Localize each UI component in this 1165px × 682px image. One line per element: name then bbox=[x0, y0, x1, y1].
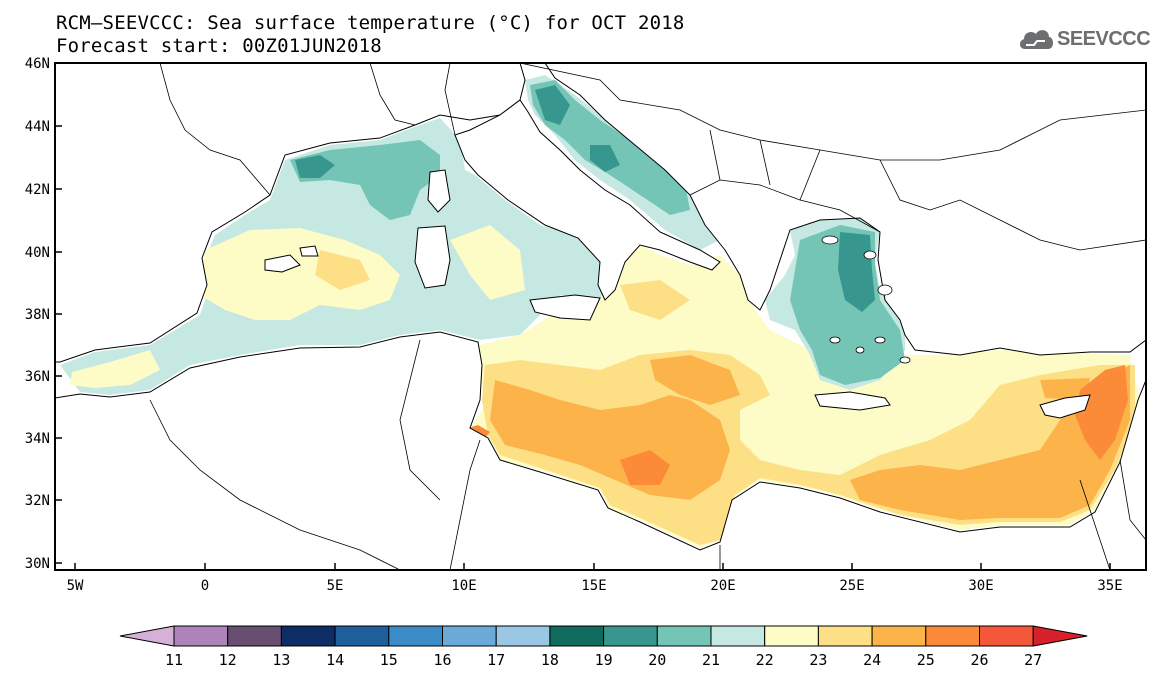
lat-label: 34N bbox=[25, 431, 50, 447]
lat-label: 46N bbox=[25, 56, 50, 72]
colorbar-swatch bbox=[549, 625, 605, 647]
map-frame bbox=[54, 62, 1147, 571]
colorbar-label: 21 bbox=[702, 651, 720, 669]
colorbar-swatch bbox=[710, 625, 766, 647]
chart-title: RCM–SEEVCCC: Sea surface temperature (°C… bbox=[56, 12, 685, 34]
lon-label: 0 bbox=[201, 578, 209, 594]
aegean-islands bbox=[821, 235, 911, 364]
lat-label: 38N bbox=[25, 307, 50, 323]
colorbar-label: 14 bbox=[326, 651, 344, 669]
colorbar-label: 23 bbox=[809, 651, 827, 669]
colorbar-label: 12 bbox=[219, 651, 237, 669]
logo-text: SEEVCCC bbox=[1057, 28, 1151, 50]
lat-label: 44N bbox=[25, 119, 50, 135]
colorbar-label: 19 bbox=[595, 651, 613, 669]
colorbar-label: 20 bbox=[648, 651, 666, 669]
lon-labels: 5W 0 5E 10E 15E 20E 25E 30E 35E bbox=[67, 578, 1123, 594]
lon-label: 30E bbox=[968, 578, 993, 594]
colorbar-label: 15 bbox=[380, 651, 398, 669]
colorbar-label: 17 bbox=[487, 651, 505, 669]
cloud-icon bbox=[1019, 30, 1053, 49]
lat-label: 36N bbox=[25, 369, 50, 385]
lon-label: 35E bbox=[1097, 578, 1122, 594]
seevccc-logo: SEEVCCC bbox=[1017, 24, 1157, 56]
colorbar-label: 27 bbox=[1024, 651, 1042, 669]
colorbar-swatch bbox=[227, 625, 282, 647]
colorbar-label: 24 bbox=[863, 651, 881, 669]
lon-label: 5W bbox=[67, 578, 84, 594]
lon-axis bbox=[74, 563, 1111, 570]
colorbar-label: 11 bbox=[165, 651, 183, 669]
lon-label: 15E bbox=[581, 578, 606, 594]
country-borders bbox=[149, 63, 1146, 570]
lat-label: 40N bbox=[25, 245, 50, 261]
lon-label: 25E bbox=[839, 578, 864, 594]
lat-label: 42N bbox=[25, 182, 50, 198]
lon-label: 20E bbox=[710, 578, 735, 594]
colorbar-swatch bbox=[871, 625, 927, 647]
colorbar-swatch bbox=[280, 625, 336, 647]
colorbar-swatch bbox=[979, 625, 1034, 647]
colorbar-label: 18 bbox=[541, 651, 559, 669]
colorbar-swatch bbox=[603, 625, 658, 647]
lat-label: 32N bbox=[25, 493, 50, 509]
colorbar-swatch bbox=[764, 625, 819, 647]
colorbar-swatch bbox=[173, 625, 229, 647]
colorbar-swatch bbox=[925, 625, 980, 647]
colorbar-swatch bbox=[334, 625, 390, 647]
colorbar: 11 12 13 14 15 16 17 18 19 20 21 22 23 24 25 26 27 bbox=[119, 625, 1088, 669]
colorbar-label: 25 bbox=[917, 651, 935, 669]
colorbar-swatch bbox=[656, 625, 712, 647]
lat-axis bbox=[55, 62, 62, 564]
colorbar-upper-arrow bbox=[1032, 625, 1088, 647]
lon-label: 10E bbox=[451, 578, 476, 594]
colorbar-swatch bbox=[388, 625, 443, 647]
colorbar-label: 13 bbox=[272, 651, 290, 669]
colorbar-swatch bbox=[495, 625, 551, 647]
chart-subtitle: Forecast start: 00Z01JUN2018 bbox=[56, 35, 382, 57]
lon-label: 5E bbox=[327, 578, 344, 594]
land-mass bbox=[55, 63, 1146, 570]
colorbar-label: 22 bbox=[756, 651, 774, 669]
sst-contour-25 bbox=[490, 355, 1130, 520]
colorbar-label: 16 bbox=[433, 651, 451, 669]
colorbar-label: 26 bbox=[970, 651, 988, 669]
lat-labels: 46N 44N 42N 40N 38N 36N 34N 32N 30N bbox=[25, 56, 50, 572]
colorbar-lower-arrow bbox=[119, 625, 175, 647]
colorbar-swatch bbox=[817, 625, 873, 647]
lat-label: 30N bbox=[25, 556, 50, 572]
colorbar-swatch bbox=[442, 625, 497, 647]
